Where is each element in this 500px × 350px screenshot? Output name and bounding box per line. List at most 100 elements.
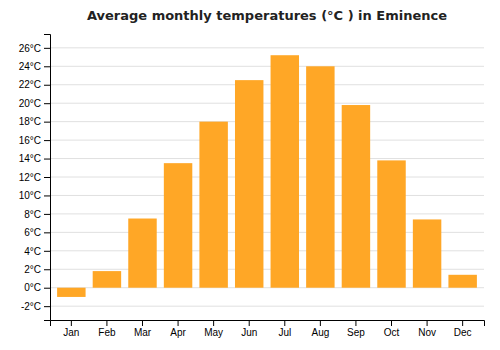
tick-label: 16°C [19,135,41,146]
tick-mark [213,320,214,326]
tick: Apr [170,320,186,338]
tick-mark [44,159,50,160]
tick-mark [44,214,50,215]
bar [306,66,334,287]
tick-mark [355,320,356,326]
tick-mark [427,320,428,326]
grid-line [50,121,484,122]
x-axis: Jan Feb Mar Apr May Jun Jul Aug Sep Oct Nov Dec [51,320,485,338]
tick-mark [44,177,50,178]
tick-mark [44,306,50,307]
tick-label: 24°C [19,61,41,72]
tick-label: Dec [454,327,472,338]
tick-label: 6°C [24,227,41,238]
tick-label: 26°C [19,43,41,54]
tick-label: May [204,327,223,338]
tick: Mar [134,320,152,338]
tick: 10°C [19,190,50,201]
tick-label: 2°C [24,264,41,275]
tick: 4°C [24,246,50,257]
tick-mark [178,320,179,326]
bar [377,160,405,287]
grid-line [50,66,484,67]
tick-mark [44,122,50,123]
tick-mark [44,103,50,104]
tick-label: Apr [170,327,186,338]
grid-line [50,47,484,48]
tick-label: Aug [311,327,329,338]
tick-label: Jul [278,327,291,338]
bar [235,80,263,288]
tick: 20°C [19,98,50,109]
tick: 12°C [19,172,50,183]
tick: -2°C [21,301,50,312]
tick-mark [44,232,50,233]
tick: 16°C [19,135,50,146]
tick: Nov [418,320,436,338]
tick-label: 18°C [19,116,41,127]
tick-label: Jun [241,327,257,338]
tick: 26°C [19,43,50,54]
tick: Dec [454,320,472,338]
axis-line [51,321,485,327]
tick-mark [284,320,285,326]
tick-label: 0°C [24,282,41,293]
bar [164,163,192,288]
bar [128,219,156,288]
tick: Aug [311,320,329,338]
tick: 14°C [19,153,50,164]
tick: 22°C [19,79,50,90]
tick-mark [44,288,50,289]
tick-label: 4°C [24,246,41,257]
tick-label: 14°C [19,153,41,164]
tick-mark [44,66,50,67]
tick-mark [462,320,463,326]
tick-label: Oct [384,327,400,338]
tick: 6°C [24,227,50,238]
tick: 8°C [24,209,50,220]
tick-label: Mar [134,327,152,338]
tick-label: 8°C [24,209,41,220]
chart: -2°C 0°C 2°C 4°C 6°C 8°C 10°C 12°C 14°C 16°C 18°C 2… [0,0,500,350]
tick: 24°C [19,61,50,72]
tick-mark [106,320,107,326]
bar [199,122,227,288]
grid-line [50,103,484,104]
tick-label: 12°C [19,172,41,183]
bars [57,55,477,297]
grid-line [50,213,484,214]
grid-line [50,84,484,85]
bar [342,105,370,288]
tick-mark [44,251,50,252]
tick: May [204,320,223,338]
tick-mark [44,85,50,86]
tick-label: Sep [347,327,365,338]
tick-mark [249,320,250,326]
tick-mark [391,320,392,326]
grid-line [50,306,484,307]
tick: Jun [241,320,257,338]
tick-mark [142,320,143,326]
grid-line [50,195,484,196]
bar [57,288,85,297]
y-axis: -2°C 0°C 2°C 4°C 6°C 8°C 10°C 12°C 14°C 16°C 18°C 2… [19,35,51,321]
tick: Sep [347,320,365,338]
bar [93,271,121,288]
tick: 0°C [24,282,50,293]
tick: Jan [63,320,79,338]
tick-label: Feb [98,327,116,338]
grid-line [50,158,484,159]
tick-label: Nov [418,327,436,338]
bar [413,219,441,287]
tick-mark [44,195,50,196]
tick: Oct [384,320,400,338]
grid [50,48,484,306]
bar [271,55,299,287]
tick: 2°C [24,264,50,275]
tick-mark [320,320,321,326]
title: Average monthly temperatures (°C ) in Em… [87,8,447,23]
tick: 18°C [19,116,50,127]
bar [448,275,476,288]
tick: Feb [98,320,116,338]
tick-mark [44,140,50,141]
